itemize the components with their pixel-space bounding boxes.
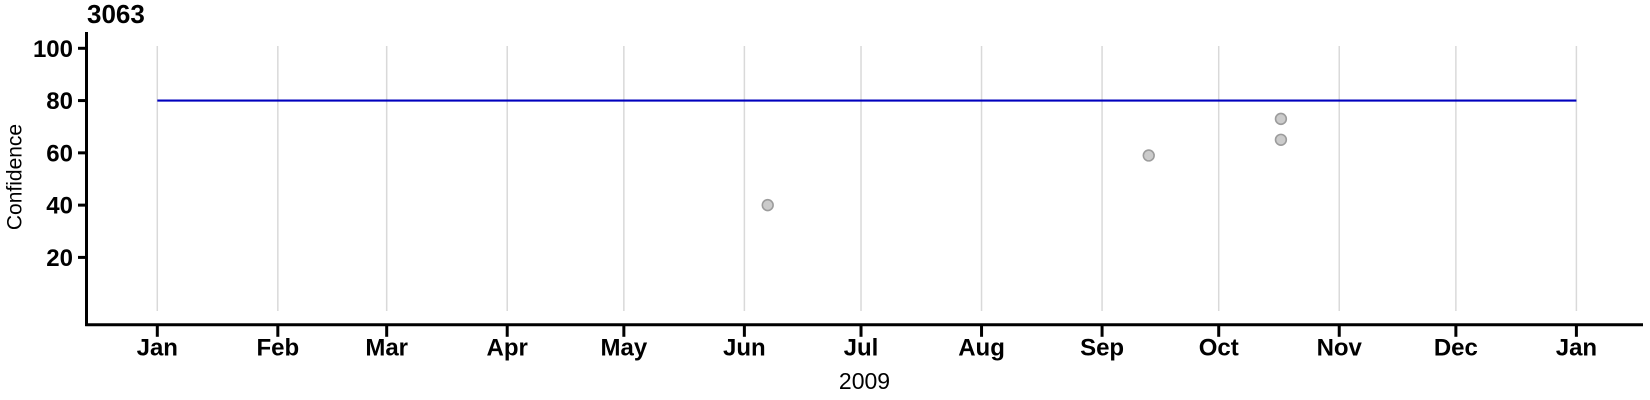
x-tick-label: Dec [1434,335,1478,362]
x-tick-label: Mar [365,335,408,362]
x-tick-label: Jan [137,335,178,362]
data-point [1274,133,1288,146]
x-tick-label: Oct [1199,335,1239,362]
y-tick-label: 20 [46,245,73,272]
y-tick-label: 100 [33,36,73,63]
x-tick-label: Jan [1556,335,1597,362]
x-tick-label: Sep [1080,335,1124,362]
x-tick-label: Aug [958,335,1005,362]
x-tick-label: Feb [256,335,299,362]
x-tick-label: Jun [723,335,766,362]
y-tick-label: 40 [46,193,73,220]
x-tick-label: Jul [844,335,879,362]
x-axis-label: 2009 [838,368,891,394]
data-point [1142,149,1155,162]
y-tick-label: 80 [46,88,73,115]
x-tick-label: Apr [487,335,528,362]
data-point [761,198,774,212]
y-tick-label: 60 [46,140,73,167]
data-point [1274,112,1288,126]
y-axis-label: Confidence [3,123,27,231]
x-tick-label: May [601,335,648,362]
chart-title: 3063 [87,0,145,29]
x-tick-label: Nov [1317,335,1363,362]
